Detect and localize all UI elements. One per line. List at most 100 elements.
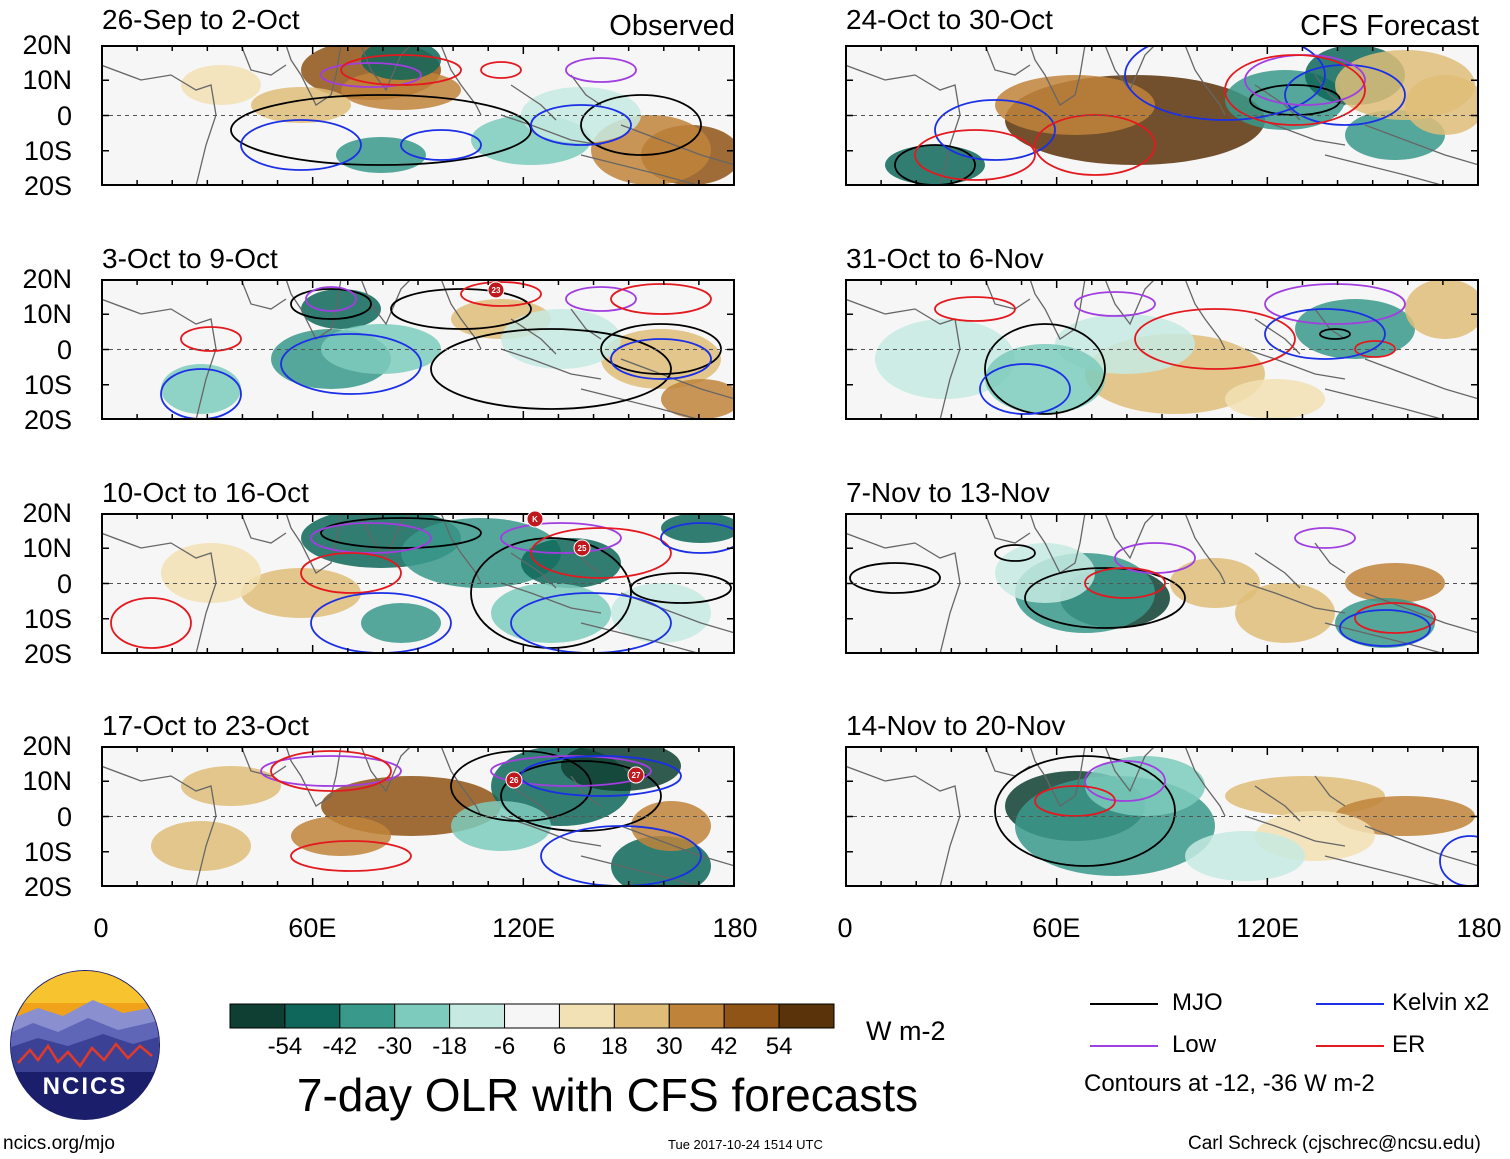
contour-er xyxy=(340,54,462,86)
coastline xyxy=(285,746,342,807)
contour-er xyxy=(1134,308,1296,370)
coastline xyxy=(1324,855,1446,887)
contour-mjo xyxy=(320,517,482,549)
contour-kelvin-x2 xyxy=(934,99,1056,161)
y-tick-label: 10S xyxy=(23,135,72,166)
contour-low xyxy=(565,286,637,312)
forecast-label: CFS Forecast xyxy=(1300,10,1479,42)
panel-title: 3-Oct to 9-Oct xyxy=(102,243,278,274)
coastline xyxy=(620,358,735,400)
panel-title: 24-Oct to 30-Oct xyxy=(846,4,1053,35)
contour-er xyxy=(914,129,1036,181)
coastline xyxy=(580,154,702,186)
contour-low xyxy=(310,522,432,554)
coastline xyxy=(570,74,602,106)
coastline xyxy=(580,622,702,654)
olr-map-panel xyxy=(101,513,735,654)
legend-swatch xyxy=(1316,1003,1384,1005)
y-tick-label: 20N xyxy=(22,498,72,528)
coastline xyxy=(1104,513,1156,560)
panel-title: 10-Oct to 16-Oct xyxy=(102,477,309,508)
coastline xyxy=(360,45,412,92)
coastline xyxy=(240,513,287,544)
contour-low xyxy=(260,755,402,787)
panel-title: 7-Nov to 13-Nov xyxy=(846,477,1050,508)
chart-title: 7-day OLR with CFS forecasts xyxy=(296,1069,919,1121)
coastline xyxy=(984,513,1031,544)
colorbar-tick-label: 18 xyxy=(601,1033,628,1060)
contour-mjo xyxy=(1024,567,1186,629)
contour-er xyxy=(290,840,412,872)
legend-label: MJO xyxy=(1172,989,1223,1016)
coastline xyxy=(285,513,342,574)
y-tick-label: 20S xyxy=(23,872,72,902)
storm-marker-label: K xyxy=(532,515,538,524)
coastline xyxy=(360,279,412,326)
coastline xyxy=(240,279,287,310)
coastline xyxy=(440,45,482,116)
coastline xyxy=(845,64,961,186)
coastline xyxy=(101,765,217,887)
y-tick-label: 10S xyxy=(23,836,72,867)
y-tick-label: 0 xyxy=(56,334,72,365)
x-tick-label: 60E xyxy=(1032,913,1081,943)
contour-mjo xyxy=(290,288,372,320)
coastline xyxy=(500,582,602,614)
contour-mjo xyxy=(849,562,941,594)
contour-mjo xyxy=(230,94,532,166)
colorbar-tick-label: -42 xyxy=(322,1033,358,1060)
contour-er xyxy=(480,61,522,79)
ncics-logo: NCICS xyxy=(10,970,160,1120)
coastline xyxy=(440,279,482,350)
contour-low xyxy=(490,755,652,787)
coastline xyxy=(440,746,482,817)
y-tick-label: 0 xyxy=(56,568,72,599)
y-tick-label: 20S xyxy=(23,639,72,669)
colorbar-swatch xyxy=(668,1003,725,1029)
coastline xyxy=(500,348,602,380)
coastline xyxy=(1184,513,1226,584)
storm-marker: 27 xyxy=(627,766,645,784)
colorbar-tick-label: -18 xyxy=(432,1033,467,1060)
legend-label: ER xyxy=(1392,1031,1426,1058)
contour-er xyxy=(1354,340,1396,358)
y-tick-label: 20N xyxy=(22,30,72,60)
contour-kelvin-x2 xyxy=(280,333,422,395)
coastline xyxy=(1104,279,1156,326)
colorbar-tick-label: 6 xyxy=(552,1033,567,1060)
contour-low xyxy=(305,286,357,312)
colorbar-swatch xyxy=(394,1003,451,1029)
y-tick-label: 0 xyxy=(56,100,72,131)
storm-marker-label: 23 xyxy=(492,286,501,295)
contour-er xyxy=(300,552,402,594)
x-tick-label: 0 xyxy=(837,913,853,943)
contour-mjo xyxy=(994,755,1176,867)
contour-low xyxy=(320,62,422,88)
coastline xyxy=(101,64,217,186)
contour-kelvin-x2 xyxy=(979,363,1071,415)
panel-title: 14-Nov to 20-Nov xyxy=(846,710,1066,741)
legend-swatch xyxy=(1090,1003,1158,1005)
contour-er xyxy=(1354,602,1436,634)
contour-er xyxy=(530,527,672,579)
contour-er xyxy=(180,326,242,352)
coastline xyxy=(1364,124,1479,166)
coastline xyxy=(1314,542,1346,574)
legend-label: Kelvin x2 xyxy=(1392,989,1490,1016)
colorbar-units: W m-2 xyxy=(866,1016,946,1046)
coastline xyxy=(570,308,602,340)
footer-url[interactable]: ncics.org/mjo xyxy=(3,1133,115,1154)
coastline xyxy=(1244,348,1346,380)
colorbar-swatch xyxy=(284,1003,341,1029)
storm-marker-label: 25 xyxy=(578,544,587,553)
coastline xyxy=(1184,45,1226,116)
y-tick-label: 20S xyxy=(23,405,72,435)
coastline xyxy=(845,298,961,420)
coastline xyxy=(1324,622,1446,654)
coastline xyxy=(620,825,735,867)
panel-title: 26-Sep to 2-Oct xyxy=(102,4,300,35)
olr-map-panel xyxy=(845,513,1479,654)
coastline xyxy=(285,279,342,340)
x-tick-label: 180 xyxy=(712,913,758,943)
storm-marker-label: 26 xyxy=(510,776,519,785)
